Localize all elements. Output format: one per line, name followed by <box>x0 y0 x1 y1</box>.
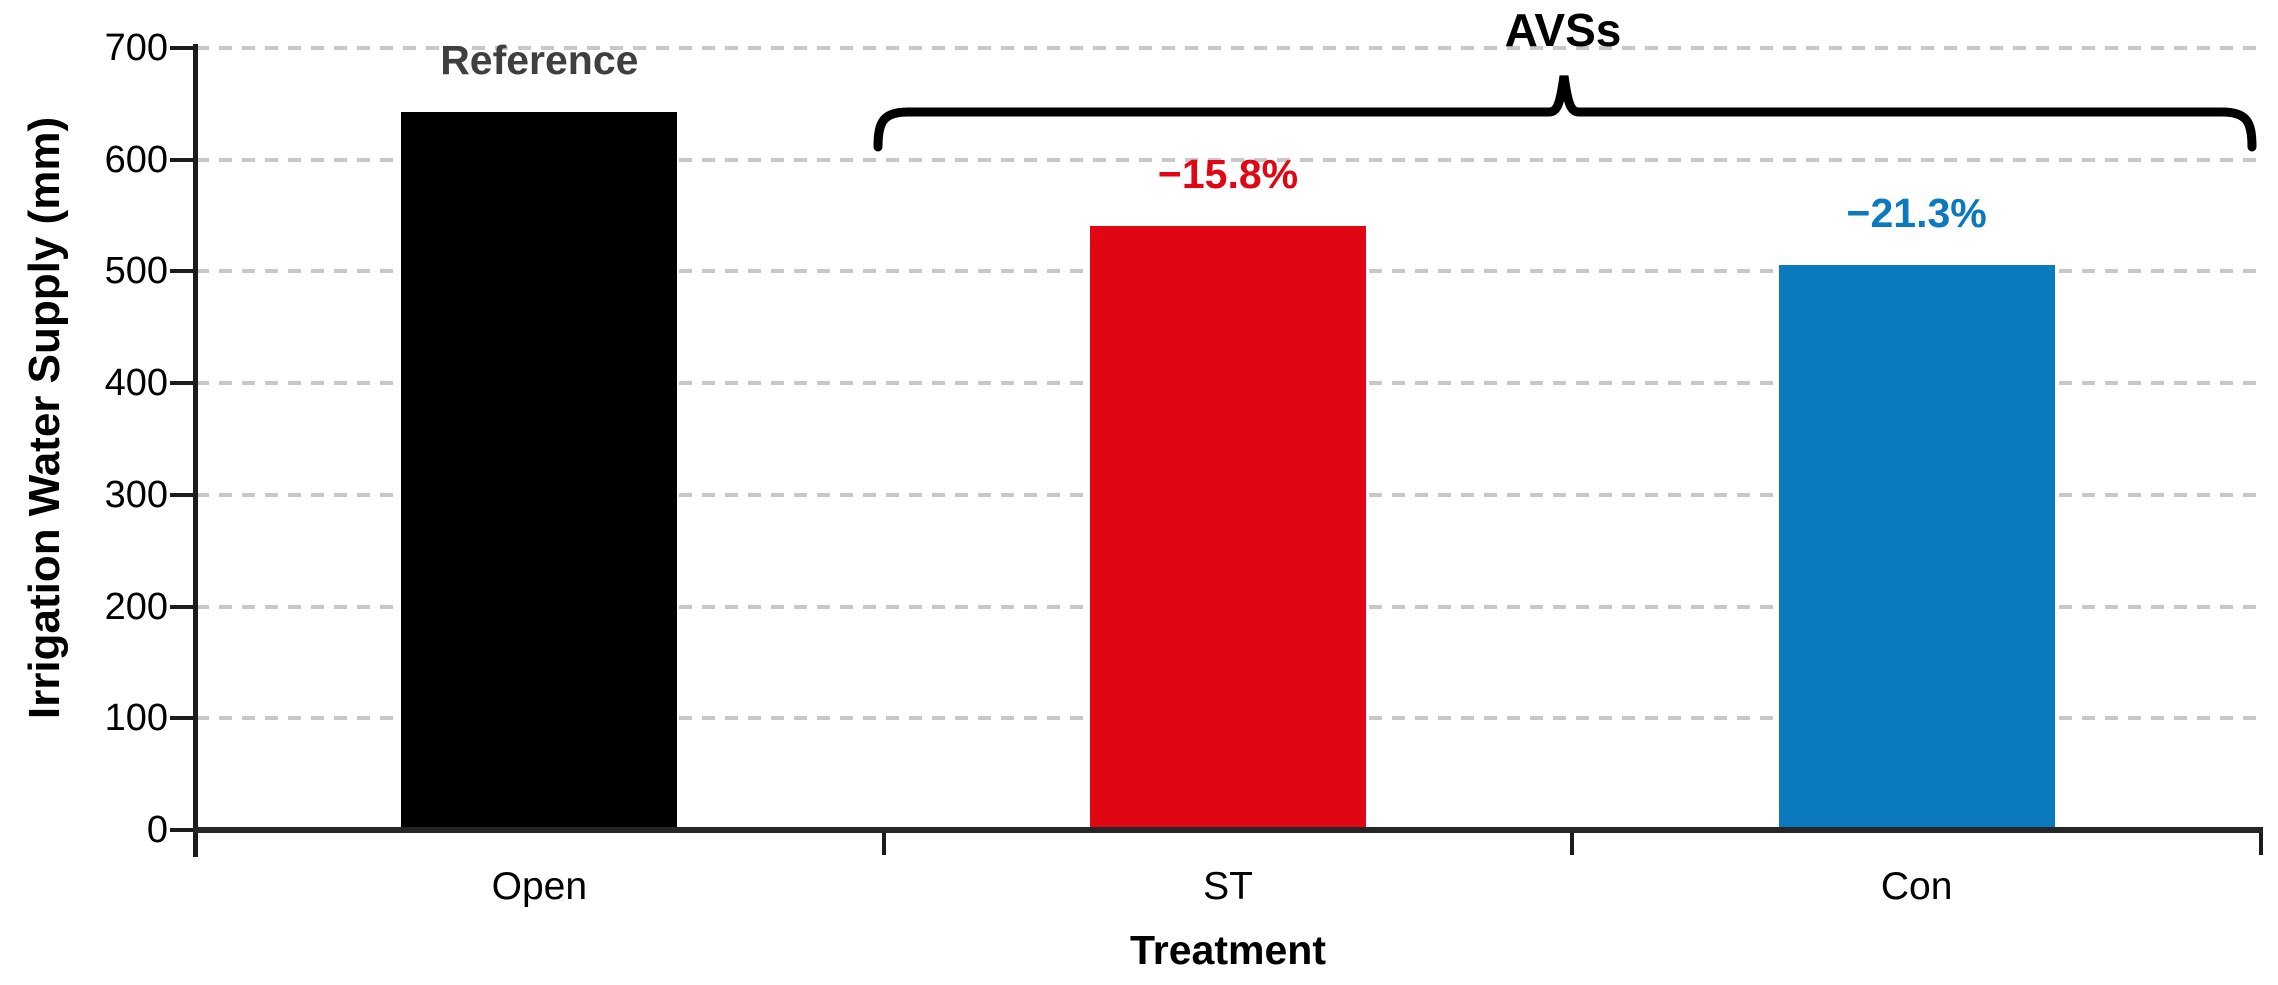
bar-annotation-open: Reference <box>440 36 639 83</box>
bar-con <box>1778 264 2055 830</box>
y-axis-line <box>193 44 198 857</box>
y-tick-label-200: 200 <box>104 585 168 628</box>
y-tick-label-500: 500 <box>104 250 168 293</box>
x-tick-label-con: Con <box>1880 865 1953 908</box>
y-tick-label-0: 0 <box>146 809 168 851</box>
y-tick-400 <box>170 381 197 386</box>
x-boundary-tick-1 <box>881 833 886 855</box>
gridline-600 <box>196 157 2258 162</box>
group-annotation-label: AVSs <box>1504 4 1622 56</box>
bar-annotation-st: −15.8% <box>1157 150 1299 197</box>
bar-open <box>401 111 678 830</box>
y-tick-600 <box>170 157 197 162</box>
y-tick-500 <box>170 269 197 274</box>
bar-annotation-con: −21.3% <box>1846 189 1987 236</box>
x-axis-line <box>193 827 2263 833</box>
x-boundary-tick-2 <box>1570 833 1575 855</box>
x-boundary-tick-0 <box>193 833 197 855</box>
x-axis-title: Treatment <box>1130 927 1326 973</box>
y-axis-title: Irrigation Water Supply (mm) <box>20 116 69 720</box>
y-tick-0 <box>170 828 197 832</box>
gridline-700 <box>196 46 2258 50</box>
y-tick-label-100: 100 <box>104 697 168 740</box>
x-tick-label-st: ST <box>1203 865 1253 908</box>
bar-st <box>1090 225 1366 830</box>
y-tick-label-400: 400 <box>104 362 168 405</box>
y-tick-label-300: 300 <box>104 473 168 516</box>
y-tick-label-700: 700 <box>104 27 168 69</box>
y-tick-700 <box>170 46 197 50</box>
y-tick-label-600: 600 <box>104 138 168 181</box>
x-boundary-tick-3 <box>2259 833 2263 855</box>
y-tick-200 <box>170 604 197 609</box>
y-tick-100 <box>170 716 197 721</box>
y-tick-300 <box>170 492 197 497</box>
x-tick-label-open: Open <box>491 865 588 908</box>
